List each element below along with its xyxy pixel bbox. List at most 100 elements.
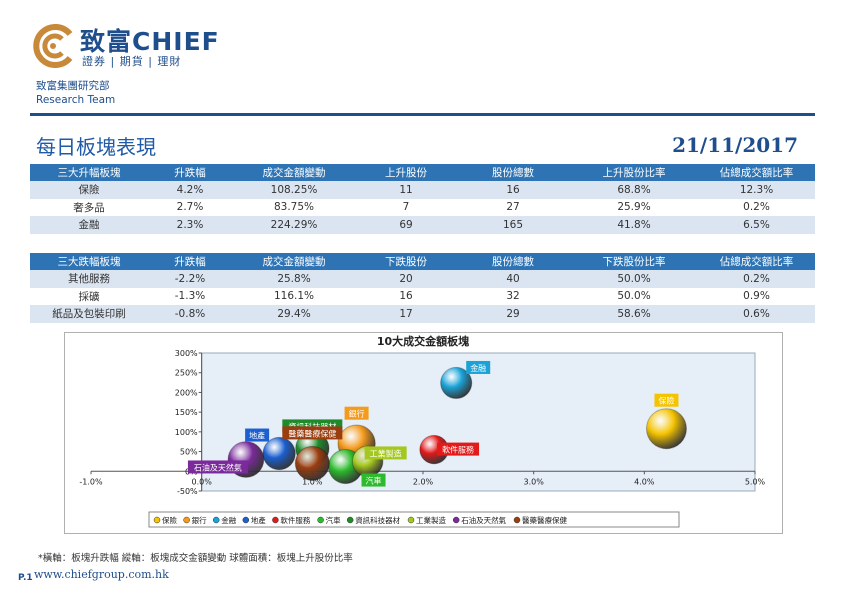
bubble-label: 汽車	[366, 476, 382, 486]
legend-label: 軟件服務	[280, 515, 310, 525]
top-fall-sectors-table: 三大跌幅板塊 升跌幅 成交金額變動 下跌股份 股份總數 下跌股份比率 佔總成交額…	[30, 253, 815, 323]
table-cell: 69	[356, 216, 456, 234]
brand-name: 致富CHIEF	[80, 27, 220, 56]
brand-logo-icon	[33, 24, 73, 68]
column-header: 下跌股份比率	[570, 253, 698, 270]
x-tick-label: 1.0%	[302, 477, 323, 486]
legend-label: 工業製造	[416, 515, 446, 525]
x-tick-label: -1.0%	[79, 477, 103, 486]
bubble-2	[440, 366, 473, 400]
column-header: 成交金額變動	[232, 253, 356, 270]
table-cell: 2.3%	[148, 216, 232, 234]
table-cell: -0.8%	[148, 305, 232, 323]
table-cell: 其他服務	[30, 270, 148, 288]
legend-label: 石油及天然氣	[461, 515, 506, 525]
table-cell: 保險	[30, 181, 148, 199]
y-tick-label: 100%	[175, 428, 198, 437]
table-cell: 11	[356, 181, 456, 199]
top-rise-sectors-table: 三大升幅板塊 升跌幅 成交金額變動 上升股份 股份總數 上升股份比率 佔總成交額…	[30, 164, 815, 234]
table-cell: 17	[356, 305, 456, 323]
table-cell: 0.2%	[743, 201, 770, 214]
table-cell: 108.25%	[232, 181, 356, 199]
table-cell: 83.75%	[273, 201, 315, 214]
legend-label: 資訊科技器材	[355, 515, 400, 525]
table-cell: 12.3%	[698, 181, 815, 199]
bubble-label: 醫藥醫療保健	[288, 428, 336, 438]
legend-marker	[272, 516, 279, 524]
bubble-label-bg	[437, 442, 480, 456]
y-tick-label: 250%	[175, 369, 198, 378]
chart-footnote: *橫軸：板塊升跌幅 縱軸：板塊成交金額變動 球體面積：板塊上升股份比率	[38, 553, 353, 564]
table-cell: 25.9%	[617, 201, 651, 214]
table-cell: 224.29%	[232, 216, 356, 234]
bubble-label: 金融	[470, 363, 486, 373]
column-header: 佔總成交額比率	[698, 164, 815, 181]
table-cell: 27	[506, 201, 520, 214]
table-cell: 165	[456, 216, 570, 234]
legend-label: 保險	[162, 515, 177, 525]
column-header: 三大升幅板塊	[30, 164, 148, 181]
chart-title: 10大成交金額板塊	[377, 334, 469, 348]
legend-label: 醫藥醫療保健	[522, 515, 567, 525]
table-cell: 58.6%	[570, 305, 698, 323]
table-cell: 50.0%	[617, 290, 651, 303]
column-header: 股份總數	[456, 253, 570, 270]
bubble-label-bg	[245, 428, 270, 442]
table-cell: 2.7%	[176, 201, 204, 214]
table-cell: 50.0%	[570, 270, 698, 288]
table-header-row: 三大升幅板塊 升跌幅 成交金額變動 上升股份 股份總數 上升股份比率 佔總成交額…	[30, 164, 815, 181]
bubble-label: 保險	[658, 396, 674, 406]
legend-marker	[183, 516, 190, 524]
table-cell: 32	[506, 290, 520, 303]
y-tick-label: 300%	[175, 349, 198, 358]
table-row: 其他服務 -2.2% 25.8% 20 40 50.0% 0.2%	[30, 270, 815, 288]
y-tick-label: 50%	[180, 448, 198, 457]
legend-label: 汽車	[326, 515, 341, 525]
table-row: 採礦 -1.3% 116.1% 16 32 50.0% 0.9%	[30, 288, 815, 306]
bubble-label-bg	[282, 426, 343, 440]
column-header: 升跌幅	[148, 164, 232, 181]
column-header: 佔總成交額比率	[698, 253, 815, 270]
column-header: 上升股份比率	[570, 164, 698, 181]
table-cell: 0.9%	[743, 290, 770, 303]
table-cell: 採礦	[78, 290, 100, 303]
bubble-label-bg	[654, 393, 679, 407]
department: 致富集團研究部 Research Team	[36, 79, 115, 107]
bubble-label-bg	[466, 360, 491, 374]
legend-marker	[452, 516, 460, 524]
table-cell: 奢多品	[73, 201, 105, 214]
sector-bubble-chart: 10大成交金額板塊 -50%0%50%100%150%200%250%300%-…	[64, 332, 783, 534]
y-tick-label: 200%	[175, 388, 198, 397]
bubble-label: 軟件服務	[442, 445, 474, 455]
table-row: 奢多品 2.7% 83.75% 7 27 25.9% 0.2%	[30, 199, 815, 217]
legend-marker	[153, 516, 161, 524]
table-cell: 25.8%	[232, 270, 356, 288]
y-tick-label: 150%	[175, 408, 198, 417]
table-cell: 16	[399, 290, 413, 303]
column-header: 升跌幅	[148, 253, 232, 270]
bubble-3	[262, 436, 296, 471]
legend-marker	[513, 516, 521, 524]
bubble-chart-svg: 10大成交金額板塊 -50%0%50%100%150%200%250%300%-…	[79, 334, 766, 528]
table-cell: 29.4%	[232, 305, 356, 323]
x-tick-label: 3.0%	[524, 477, 545, 486]
column-header: 三大跌幅板塊	[30, 253, 148, 270]
legend-marker	[317, 516, 324, 524]
legend-label: 銀行	[192, 515, 207, 525]
bubble-label-bg	[187, 460, 248, 474]
legend-marker	[346, 516, 354, 524]
table-cell: 29	[456, 305, 570, 323]
bubble-label: 銀行	[349, 409, 365, 419]
page-title: 每日板塊表現	[36, 135, 156, 159]
table-cell: 116.1%	[273, 290, 315, 303]
table-cell: 68.8%	[570, 181, 698, 199]
brand-tagline: 證券 | 期貨 | 理財	[82, 55, 182, 68]
bubble-9	[294, 445, 330, 481]
legend-marker	[212, 516, 220, 524]
table-header-row: 三大跌幅板塊 升跌幅 成交金額變動 下跌股份 股份總數 下跌股份比率 佔總成交額…	[30, 253, 815, 270]
table-cell: 金融	[30, 216, 148, 234]
website-link[interactable]: www.chiefgroup.com.hk	[34, 568, 169, 581]
bubble-label: 工業製造	[370, 448, 402, 458]
column-header: 股份總數	[456, 164, 570, 181]
legend-label: 地產	[251, 515, 266, 525]
